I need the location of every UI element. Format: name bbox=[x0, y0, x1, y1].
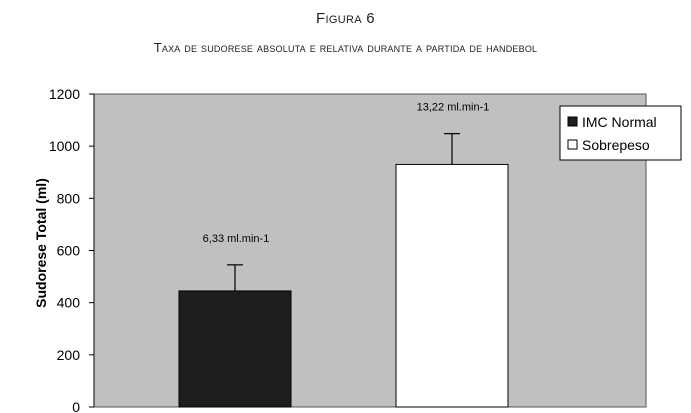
y-tick-label: 400 bbox=[57, 295, 81, 311]
legend-label-0: IMC Normal bbox=[582, 114, 657, 130]
y-tick-label: 200 bbox=[57, 347, 81, 363]
bar-1 bbox=[395, 163, 509, 408]
y-axis-label: Sudorese Total (ml) bbox=[33, 178, 49, 308]
y-tick-label: 1200 bbox=[49, 86, 80, 102]
data-label-0: 6,33 ml.min-1 bbox=[203, 233, 270, 245]
y-tick-label: 0 bbox=[72, 399, 80, 413]
data-label-1: 13,22 ml.min-1 bbox=[417, 102, 490, 114]
y-tick-label: 800 bbox=[57, 190, 81, 206]
figure-subtitle: Taxa de sudorese absoluta e relativa dur… bbox=[153, 40, 538, 55]
y-tick-label: 1000 bbox=[49, 138, 80, 154]
legend-swatch-1 bbox=[567, 139, 578, 150]
figure-title: Figura 6 bbox=[316, 10, 375, 27]
legend-box bbox=[559, 105, 682, 161]
legend-label-1: Sobrepeso bbox=[582, 137, 650, 153]
y-tick-label: 600 bbox=[57, 243, 81, 259]
legend-swatch-0 bbox=[567, 116, 578, 127]
bar-0 bbox=[178, 290, 292, 408]
